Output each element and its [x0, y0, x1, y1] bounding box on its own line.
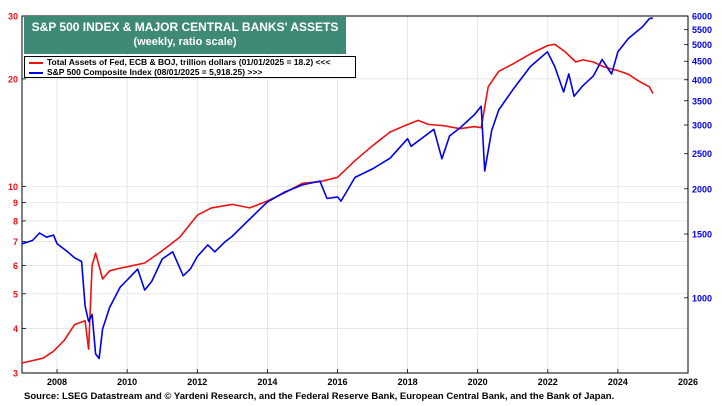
left-axis: 3 4 5 6 7 8 9 10 20 30: [8, 12, 26, 379]
right-tick-label-4500: 4500: [692, 57, 712, 67]
chart-title-box: S&P 500 INDEX & MAJOR CENTRAL BANKS' ASS…: [24, 16, 346, 54]
series-line-central-bank-assets: [21, 43, 654, 364]
legend-item-assets: Total Assets of Fed, ECB & BOJ, trillion…: [25, 57, 355, 67]
right-tick-label-3000: 3000: [692, 121, 712, 131]
left-tick-label-30: 30: [8, 12, 18, 22]
x-tick-label-2014: 2014: [257, 377, 277, 387]
x-tick-label-2012: 2012: [187, 377, 207, 387]
x-tick-label-2008: 2008: [47, 377, 67, 387]
left-tick-label-6: 6: [13, 261, 18, 271]
left-tick-label-4: 4: [13, 324, 18, 334]
plot-border: [21, 15, 689, 374]
chart-title: S&P 500 INDEX & MAJOR CENTRAL BANKS' ASS…: [31, 20, 339, 34]
left-tick-label-8: 8: [13, 216, 18, 226]
right-tick-label-6000: 6000: [692, 12, 712, 22]
legend-item-sp500: S&P 500 Composite Index (08/01/2025 = 5,…: [25, 67, 355, 77]
x-tick-label-2026: 2026: [678, 377, 698, 387]
x-tick-label-2024: 2024: [608, 377, 628, 387]
legend-swatch-assets: [29, 62, 43, 64]
right-axis: 1000 1500 2000 2500 3000 3500 4000 4500 5000 5500…: [684, 12, 712, 303]
left-tick-label-5: 5: [13, 289, 18, 299]
x-tick-label-2018: 2018: [398, 377, 418, 387]
source-note: Source: LSEG Datastream and © Yardeni Re…: [24, 391, 615, 402]
right-tick-label-1500: 1500: [692, 230, 712, 240]
left-tick-label-20: 20: [8, 74, 18, 84]
series-lines: [21, 17, 654, 364]
legend: Total Assets of Fed, ECB & BOJ, trillion…: [24, 56, 356, 78]
x-tick-label-2022: 2022: [538, 377, 558, 387]
right-tick-label-5000: 5000: [692, 40, 712, 50]
left-tick-label-7: 7: [13, 237, 18, 247]
x-tick-label-2016: 2016: [327, 377, 347, 387]
right-tick-label-5500: 5500: [692, 25, 712, 35]
legend-swatch-sp500: [29, 72, 43, 74]
right-tick-label-4000: 4000: [692, 75, 712, 85]
right-tick-label-2500: 2500: [692, 149, 712, 159]
left-tick-label-9: 9: [13, 198, 18, 208]
right-tick-label-2000: 2000: [692, 184, 712, 194]
left-tick-label-10: 10: [8, 182, 18, 192]
right-tick-label-1000: 1000: [692, 293, 712, 303]
right-tick-label-3500: 3500: [692, 96, 712, 106]
chart-subtitle: (weekly, ratio scale): [133, 36, 237, 48]
legend-label-assets: Total Assets of Fed, ECB & BOJ, trillion…: [47, 57, 331, 67]
x-tick-label-2010: 2010: [117, 377, 137, 387]
x-tick-label-2020: 2020: [468, 377, 488, 387]
left-tick-label-3: 3: [13, 369, 18, 379]
legend-label-sp500: S&P 500 Composite Index (08/01/2025 = 5,…: [47, 67, 263, 77]
series-line-sp500: [21, 17, 654, 360]
x-axis: 2008 2010 2012 2014 2016 2018 2020 2022 2024 2026: [47, 369, 698, 387]
